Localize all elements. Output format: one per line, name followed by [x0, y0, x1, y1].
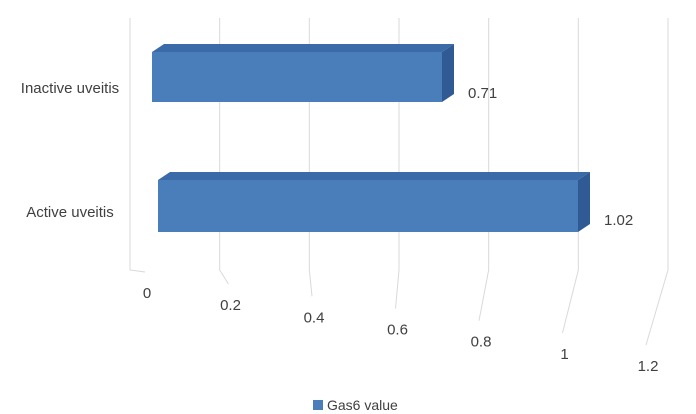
gridline-floor: [308, 269, 313, 297]
bar-end: [442, 44, 454, 102]
data-label: 0.71: [468, 85, 497, 102]
x-tick-label: 0.4: [304, 309, 325, 326]
bar: [152, 52, 442, 102]
gridline-floor: [562, 269, 579, 333]
legend: Gas6 value: [313, 397, 398, 413]
bar-end: [578, 172, 590, 232]
gridline-floor: [129, 269, 146, 273]
gridline-floor: [219, 269, 229, 285]
legend-label: Gas6 value: [327, 397, 398, 413]
x-tick-label: 1: [560, 346, 568, 363]
x-tick-label: 0.8: [471, 334, 492, 351]
x-tick-label: 1.2: [638, 358, 659, 375]
bars: [152, 44, 590, 232]
data-labels: 0.71 1.02: [468, 85, 633, 229]
x-tick-label: 0.2: [220, 297, 241, 314]
bar-top: [152, 44, 454, 52]
gridline-floor: [645, 269, 669, 346]
legend-swatch: [313, 400, 323, 410]
category-labels: Inactive uveitis Active uveitis: [21, 80, 119, 221]
data-label: 1.02: [604, 212, 633, 229]
x-tick-label: 0: [143, 285, 151, 302]
category-label: Active uveitis: [26, 204, 114, 221]
bar: [158, 180, 578, 232]
x-tick-label: 0.6: [387, 322, 408, 339]
bar-top: [158, 172, 590, 180]
gridline-floor: [395, 269, 400, 309]
x-tick-labels: 0 0.2 0.4 0.6 0.8 1 1.2: [143, 285, 659, 375]
category-label: Inactive uveitis: [21, 80, 119, 97]
gridline-floor: [478, 269, 490, 321]
